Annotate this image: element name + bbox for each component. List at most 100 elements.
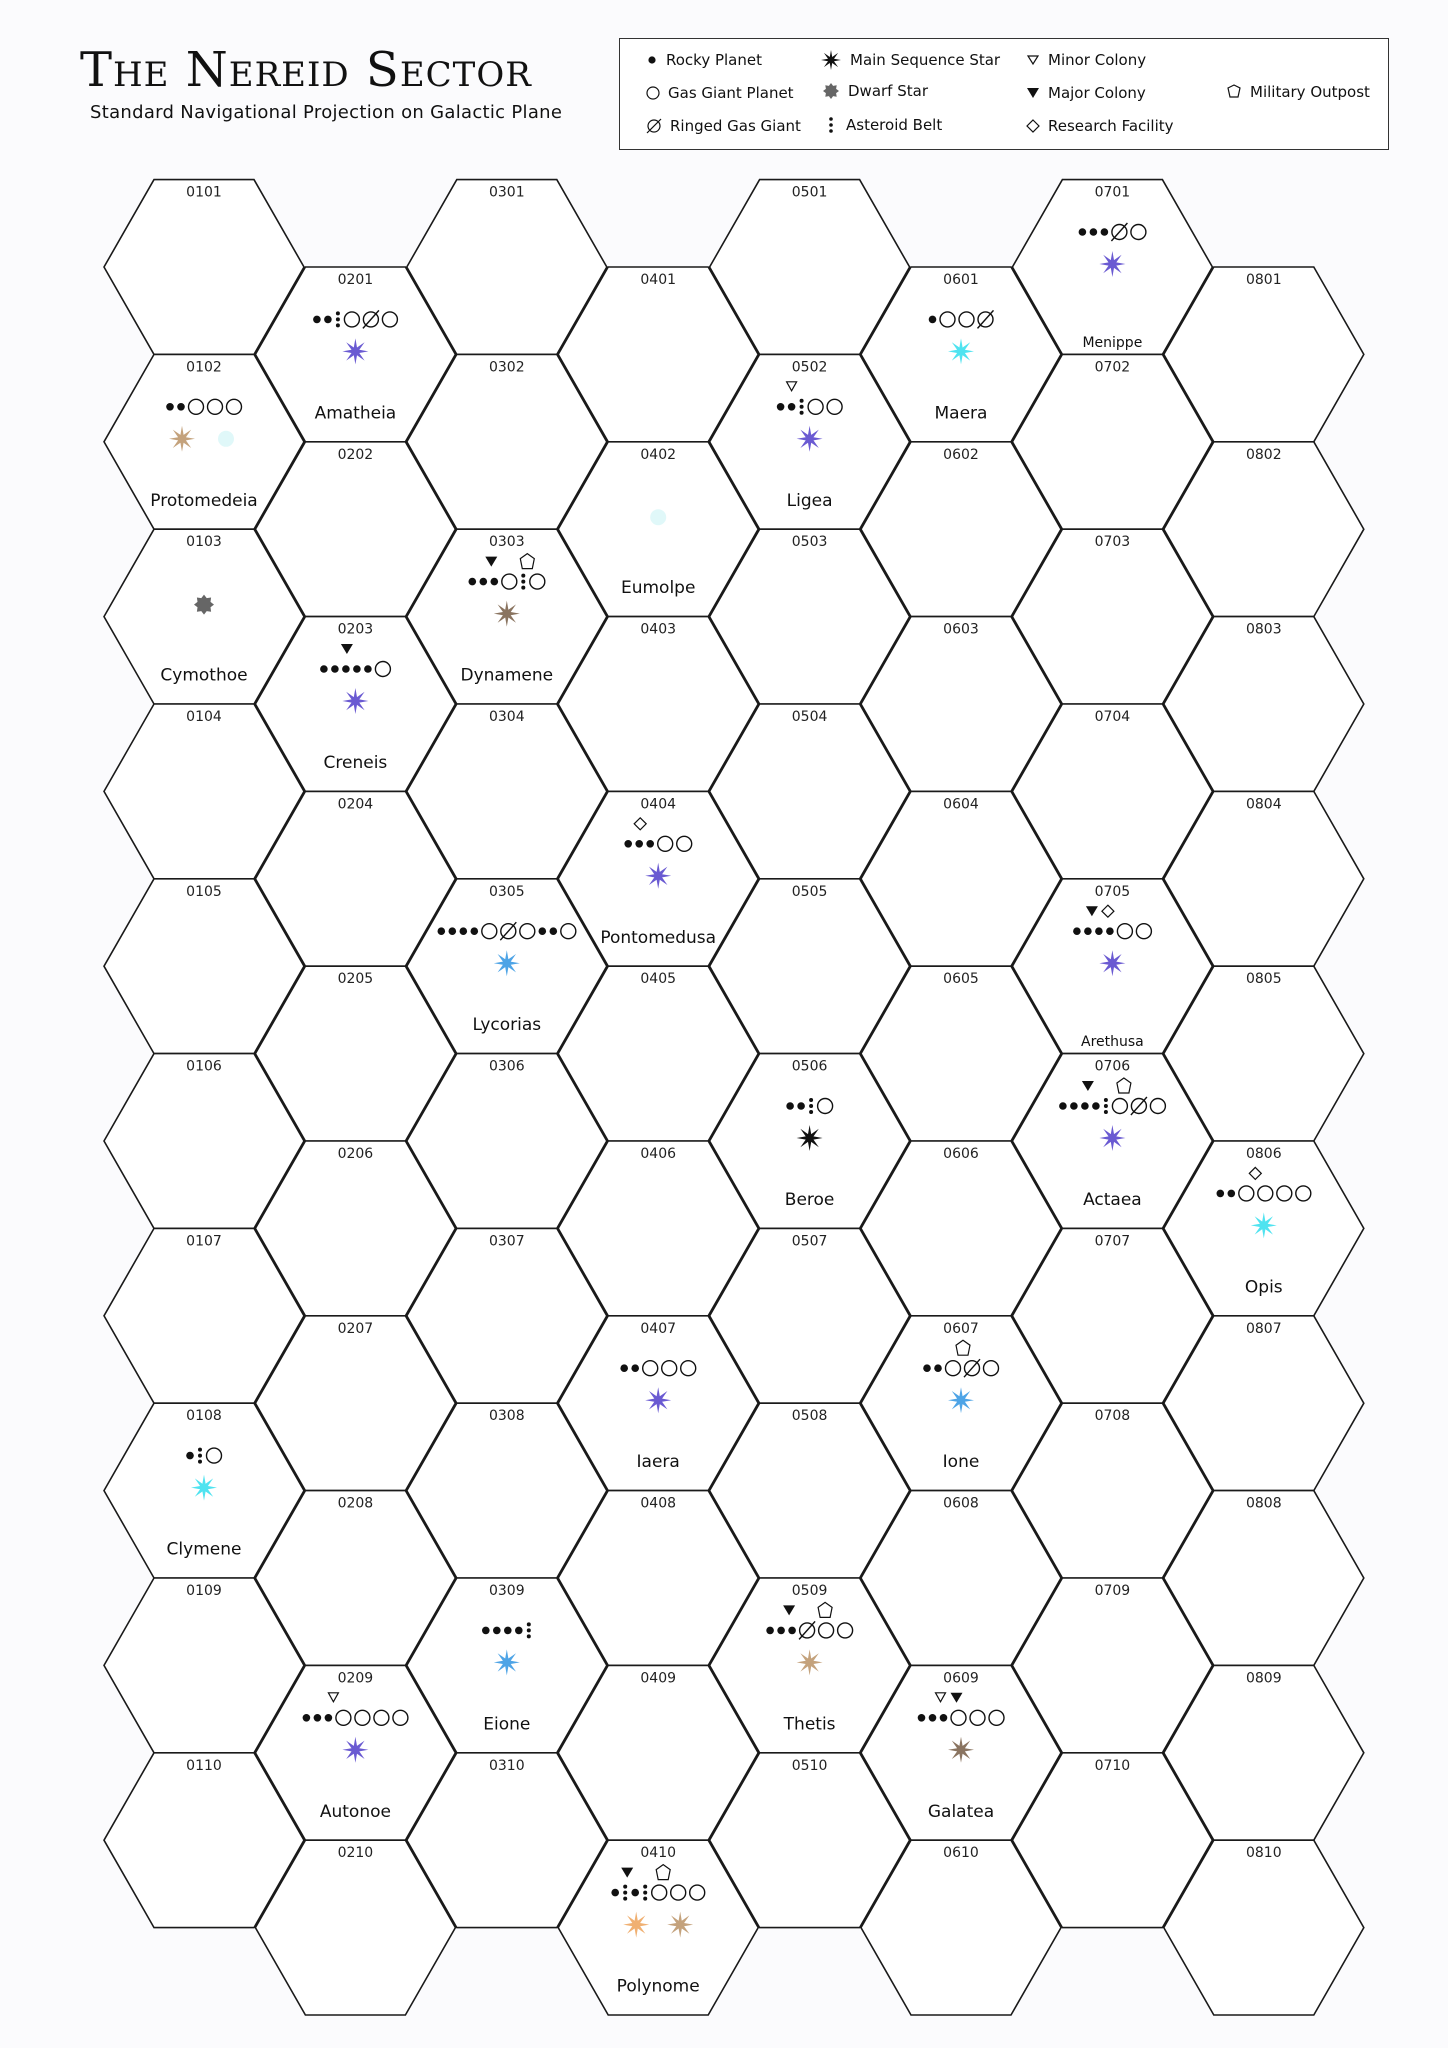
asteroid-belt-icon [643, 1884, 648, 1901]
gas-giant-icon [689, 1884, 706, 1901]
asteroid-belt-icon [526, 1622, 531, 1639]
ringed-gas-giant-ring [963, 1358, 981, 1378]
gas-giant-icon [982, 1359, 1000, 1377]
system-0404: Pontomedusa [600, 816, 716, 948]
system-0705: Arethusa [1073, 904, 1153, 1050]
main-sequence-star-icon [1099, 950, 1126, 977]
legend-label: Rocky Planet [666, 51, 762, 69]
hex-number: 0201 [338, 272, 374, 288]
legend-label: Dwarf Star [848, 82, 928, 100]
hex-number: 0503 [792, 534, 828, 550]
asteroid [799, 410, 804, 415]
main-sequence-star-icon [821, 50, 841, 70]
ringed-gas-giant-ring [499, 921, 517, 941]
rocky-planet-icon [313, 315, 321, 324]
legend-label: Research Facility [1048, 117, 1174, 135]
asteroid-belt-icon [829, 117, 833, 133]
gas-giant-icon [381, 311, 399, 328]
legend-label: Minor Colony [1048, 51, 1147, 69]
system-0402: Eumolpe [621, 509, 695, 598]
legend-item-asteroid-belt: Asteroid Belt [824, 115, 942, 135]
rocky-planet-icon [353, 665, 361, 673]
faint-star-icon [650, 509, 667, 526]
legend-item-ringed-gas-giant: Ringed Gas Giant [646, 117, 801, 135]
rocky-planet-icon [1227, 1189, 1236, 1198]
hex-number: 0508 [792, 1408, 828, 1424]
asteroid [1103, 1110, 1108, 1114]
gas-giant-icon [205, 1447, 223, 1464]
rocky-planet-icon [635, 840, 643, 848]
main-sequence-star-icon [1250, 1212, 1277, 1239]
rocky-planet-icon [468, 577, 477, 586]
system-0706: Actaea [1059, 1077, 1167, 1210]
hex-number: 0206 [338, 1146, 374, 1162]
dwarf-star-icon [823, 83, 839, 99]
hex-number: 0403 [640, 622, 676, 638]
system-0701: Menippe [1078, 222, 1147, 351]
hex-cell [254, 1839, 457, 2016]
main-sequence-star-icon [948, 1736, 974, 1763]
asteroid [526, 1628, 531, 1633]
system-0806: Opis [1216, 1166, 1312, 1297]
main-sequence-star-icon [948, 338, 974, 365]
system-0203: Creneis [320, 644, 392, 773]
gas-giant-icon [1149, 1097, 1167, 1115]
major-colony-icon [1027, 88, 1039, 98]
system-name: Eione [483, 1714, 530, 1734]
dwarf-star-icon [194, 594, 214, 615]
hex-number: 0102 [186, 359, 222, 375]
main-sequence-star-icon [645, 1387, 672, 1414]
rocky-planet-icon [1084, 927, 1092, 935]
main-sequence-star-icon [948, 1387, 974, 1414]
hex-number: 0109 [186, 1583, 222, 1599]
asteroid [521, 579, 526, 584]
hex-number: 0402 [640, 447, 676, 463]
rocky-planet-icon [538, 927, 547, 935]
hex-number: 0110 [186, 1758, 222, 1774]
military-outpost-icon [519, 552, 535, 570]
rocky-planet-icon [324, 315, 332, 324]
hex-number: 0603 [943, 622, 979, 638]
major-colony-icon [950, 1692, 963, 1703]
system-0305: Lycorias [437, 921, 577, 1035]
hex-number: 0205 [338, 971, 374, 987]
system-0601: Maera [928, 309, 995, 423]
hex-number: 0501 [792, 185, 828, 201]
gas-giant-icon [343, 311, 361, 328]
major-colony-icon [1085, 906, 1098, 917]
asteroid [799, 398, 804, 403]
system-name: Creneis [324, 753, 388, 773]
main-sequence-star-icon [645, 862, 672, 889]
gas-giant-icon [657, 835, 674, 852]
ringed-gas-giant-icon [499, 921, 517, 941]
system-0410: Polynome [611, 1863, 706, 1997]
gas-giant-icon [826, 398, 843, 415]
legend: Rocky Planet Gas Giant Planet Ringed Gas… [619, 38, 1389, 150]
asteroid-belt-icon [799, 398, 804, 415]
major-colony-icon [1081, 1081, 1094, 1091]
system-name: Cymothoe [160, 666, 247, 686]
asteroid-belt-icon [809, 1098, 814, 1114]
hex-number: 0107 [186, 1233, 222, 1249]
gas-giant-icon [373, 1709, 390, 1727]
hex-number: 0208 [338, 1496, 374, 1512]
main-sequence-star-icon [493, 950, 520, 977]
asteroid [335, 317, 340, 322]
hex-number: 0705 [1095, 884, 1131, 900]
gas-giant-icon [958, 311, 975, 328]
gas-giant-icon [950, 1709, 967, 1727]
gas-giant-icon [816, 1097, 834, 1115]
rocky-planet-icon [437, 927, 446, 935]
main-sequence-star-icon [191, 1474, 217, 1501]
military-outpost-icon [1116, 1077, 1132, 1094]
gas-giant-icon [206, 398, 224, 415]
rocky-planet-icon [342, 665, 350, 673]
hex-number: 0801 [1246, 272, 1282, 288]
rocky-planet-icon [166, 403, 174, 411]
hex-number: 0509 [792, 1583, 828, 1599]
main-sequence-star-icon [342, 338, 369, 365]
main-sequence-star-icon [169, 425, 195, 452]
asteroid [198, 1453, 202, 1458]
hex-cell [708, 1752, 911, 1929]
